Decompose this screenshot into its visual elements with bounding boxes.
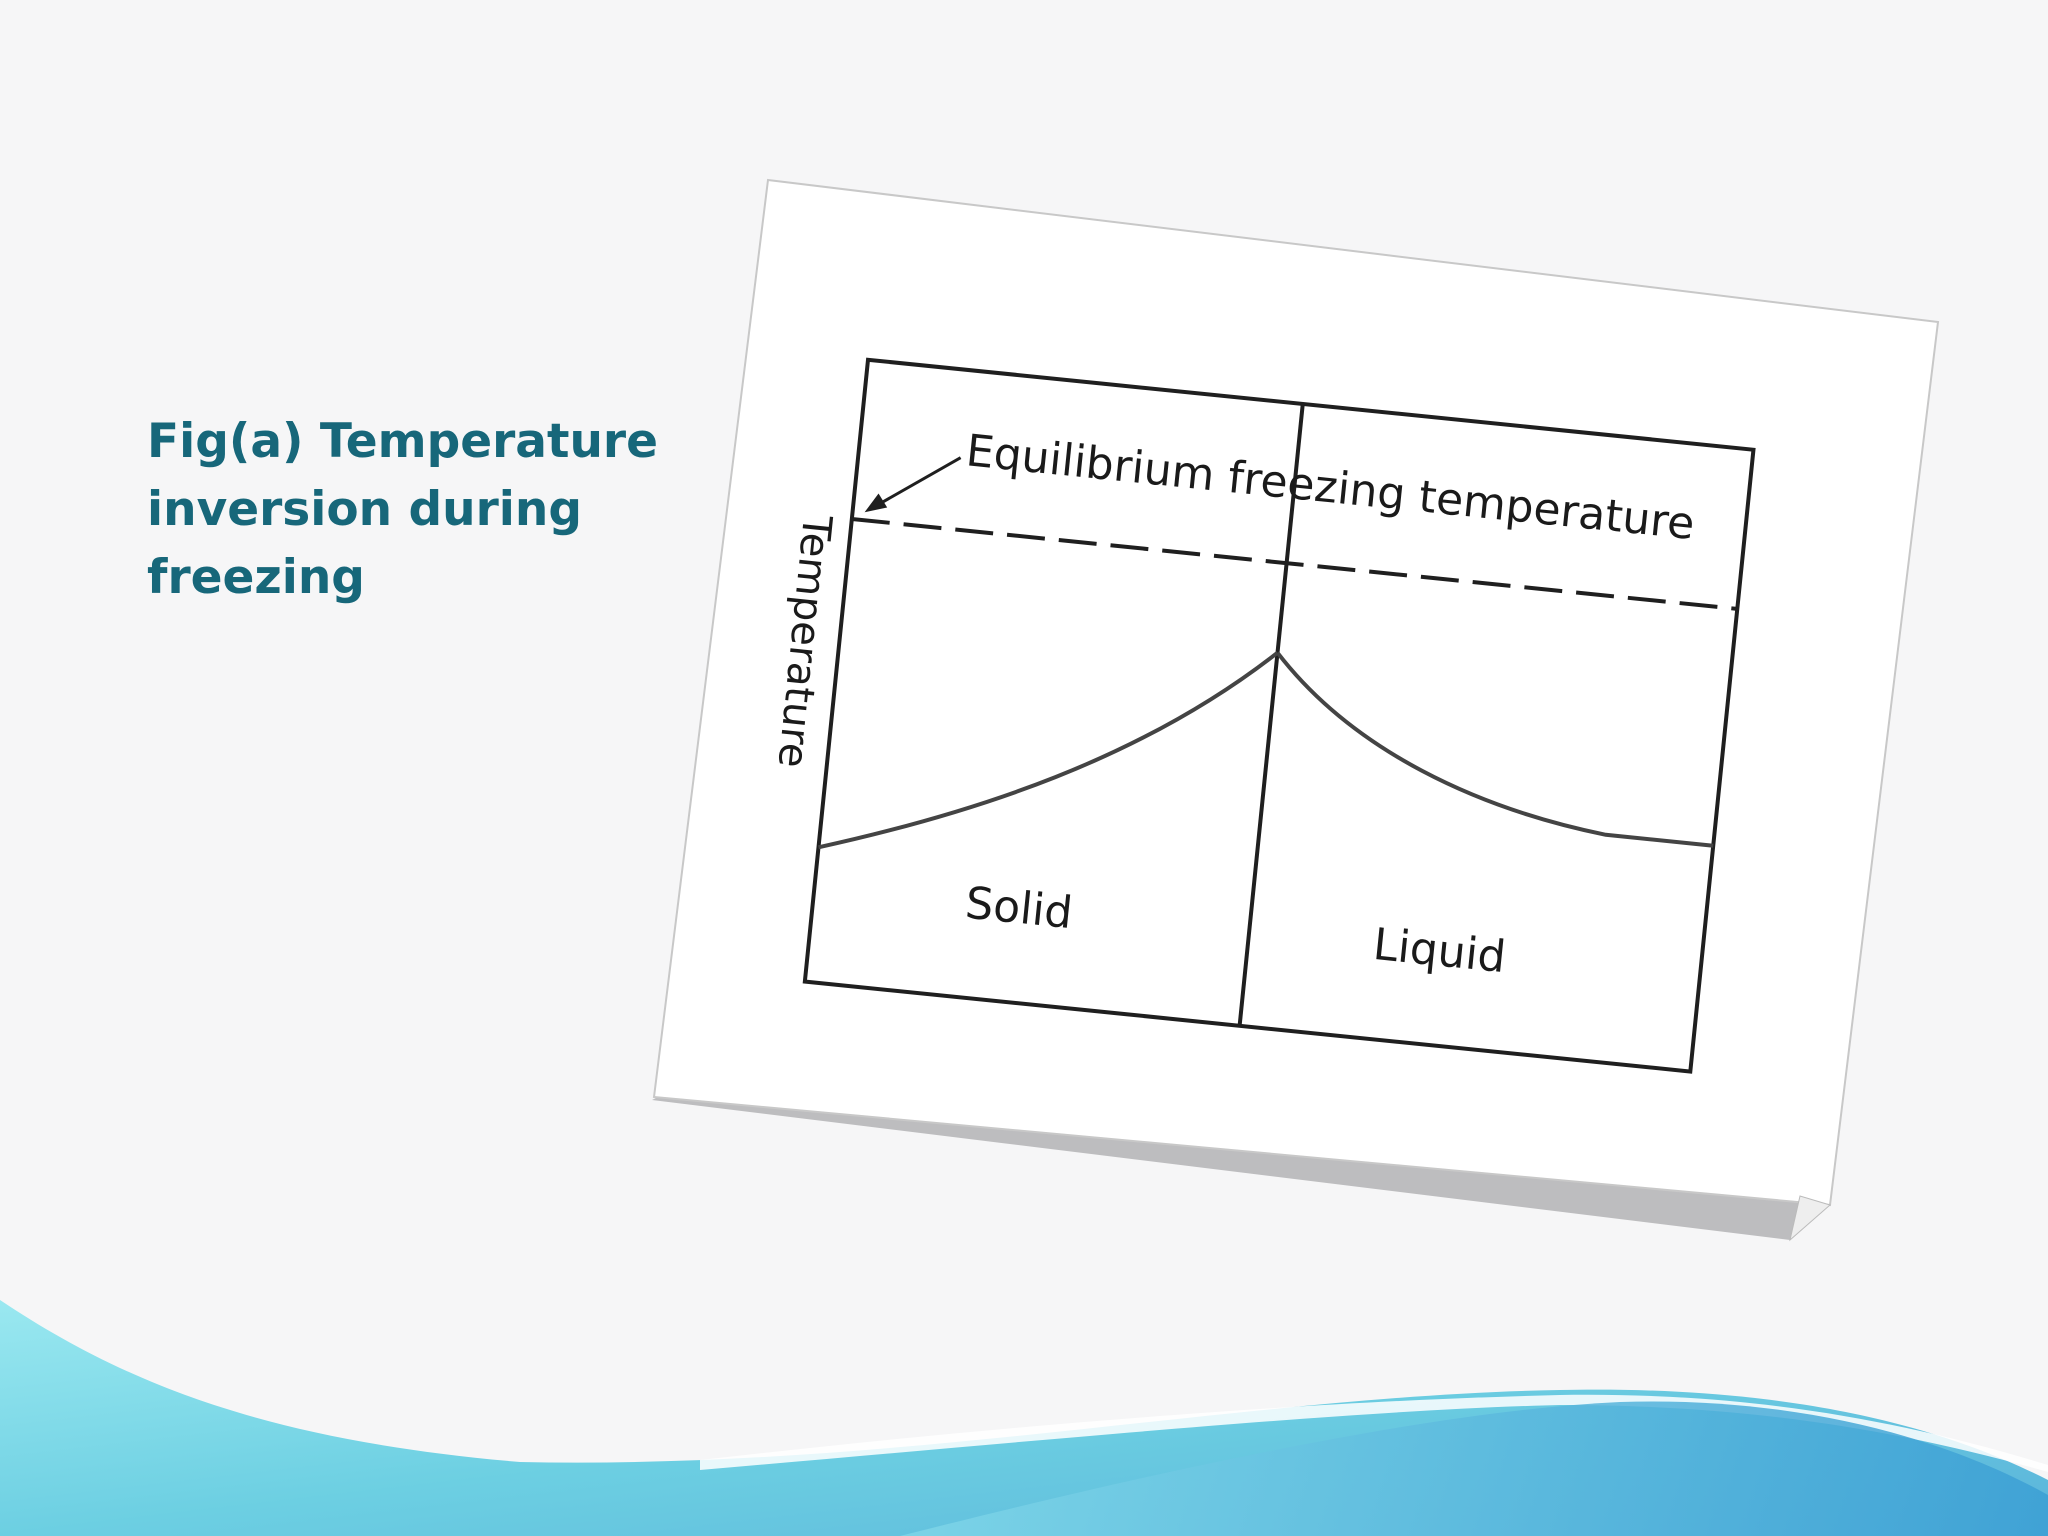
figure-caption: Fig(a) Temperature inversion during free… [147,408,667,612]
solid-temperature-curve [818,651,1279,850]
caption-line-3: freezing [147,550,365,605]
caption-line-1: Fig(a) Temperature [147,414,658,469]
liquid-temperature-curve [1275,651,1714,848]
arrow-head [864,493,888,513]
caption-line-2: inversion during [147,482,582,537]
solid-liquid-divider [1237,403,1305,1026]
paper-sheet [652,178,1940,1207]
page-curl [1789,1195,1832,1242]
solid-label: Solid [963,878,1075,940]
equilibrium-dashed-line [851,516,1738,611]
wave-front [900,1401,2048,1536]
paper-shadow [652,1090,1830,1240]
graph-frame [802,357,1756,1074]
wave-white-streak [700,1394,2048,1472]
label-arrow [874,456,962,508]
